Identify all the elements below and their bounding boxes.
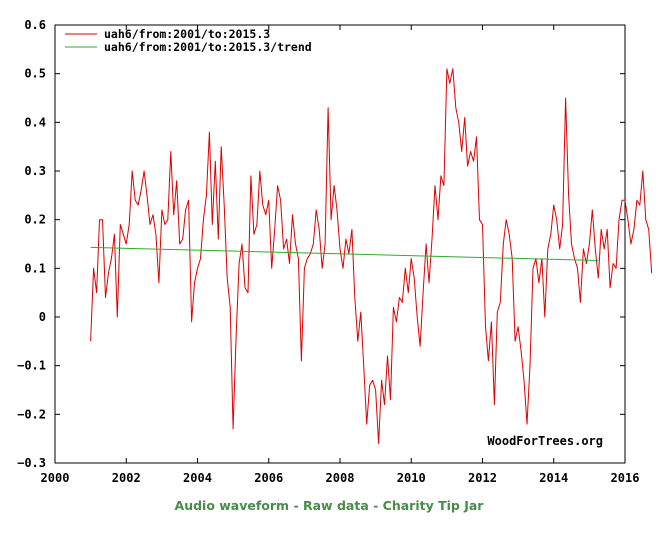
x-tick-label: 2000 xyxy=(41,471,70,485)
x-tick-label: 2010 xyxy=(397,471,426,485)
audio-waveform-link[interactable]: Audio waveform xyxy=(174,498,290,513)
x-tick-label: 2004 xyxy=(183,471,212,485)
y-tick-label: 0.5 xyxy=(24,67,46,81)
watermark-text: WoodForTrees.org xyxy=(487,434,603,448)
x-tick-label: 2014 xyxy=(539,471,568,485)
x-tick-label: 2002 xyxy=(112,471,141,485)
footer-links: Audio waveform - Raw data - Charity Tip … xyxy=(0,498,658,513)
y-tick-label: −0.2 xyxy=(17,407,46,421)
y-tick-label: 0.2 xyxy=(24,213,46,227)
raw-data-link[interactable]: Raw data xyxy=(303,498,369,513)
x-tick-label: 2012 xyxy=(468,471,497,485)
x-tick-label: 2006 xyxy=(254,471,283,485)
x-tick-label: 2008 xyxy=(326,471,355,485)
y-tick-label: 0 xyxy=(39,310,46,324)
y-tick-label: 0.1 xyxy=(24,261,46,275)
y-tick-label: 0.6 xyxy=(24,18,46,32)
y-tick-label: −0.1 xyxy=(17,359,46,373)
y-tick-label: 0.3 xyxy=(24,164,46,178)
series-line-uah6 xyxy=(90,68,653,444)
y-tick-label: 0.4 xyxy=(24,115,46,129)
y-tick-label: −0.3 xyxy=(17,456,46,470)
footer-separator-2: - xyxy=(368,498,383,513)
charity-tip-jar-link[interactable]: Charity Tip Jar xyxy=(382,498,484,513)
series-line-trend xyxy=(90,246,599,261)
legend-label: uah6/from:2001/to:2015.3/trend xyxy=(104,40,312,54)
footer-separator-1: - xyxy=(289,498,303,513)
legend-label: uah6/from:2001/to:2015.3 xyxy=(104,27,270,41)
x-tick-label: 2016 xyxy=(611,471,640,485)
